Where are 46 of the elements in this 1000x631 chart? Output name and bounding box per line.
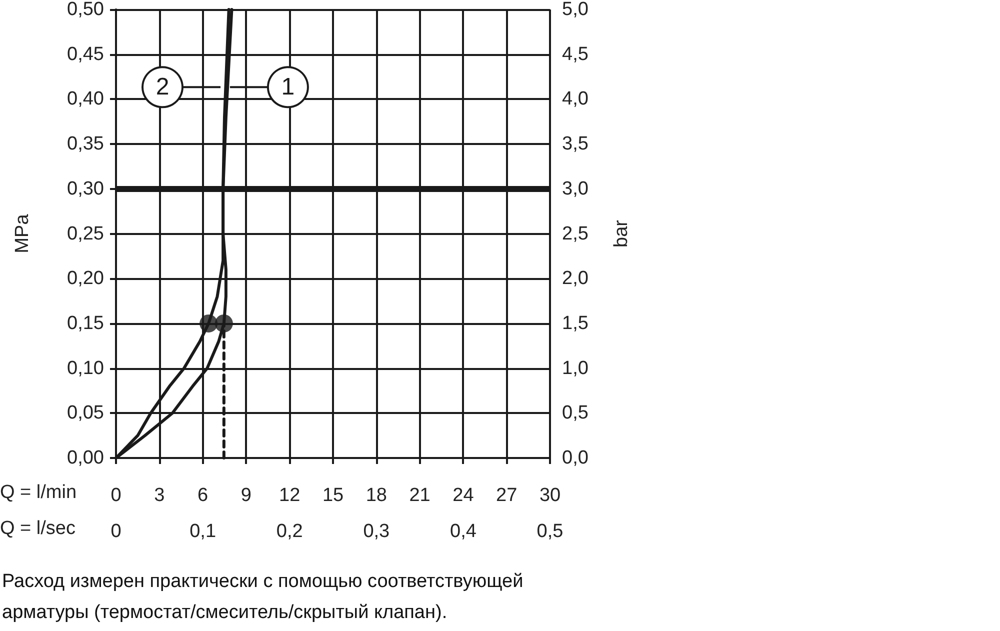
y-tick-label: 0,15 bbox=[67, 312, 104, 334]
y2-tick-label: 3,0 bbox=[562, 178, 588, 200]
x2-tick-label: 0,4 bbox=[450, 521, 477, 542]
y2-tick-label: 4,5 bbox=[562, 44, 588, 65]
x-tick-label: 15 bbox=[322, 485, 344, 506]
x2-tick-label: 0,5 bbox=[536, 521, 564, 542]
x-tick-label: 3 bbox=[154, 485, 165, 506]
x-axis-title: Q = l/min bbox=[0, 482, 77, 503]
y2-tick-label: 1,5 bbox=[562, 312, 588, 334]
y-axis-title: MPa bbox=[12, 214, 33, 254]
y2-tick-label: 4,0 bbox=[562, 88, 588, 110]
x-tick-label: 30 bbox=[539, 485, 561, 506]
x2-tick-label: 0 bbox=[110, 521, 122, 542]
x-tick-label: 6 bbox=[198, 485, 208, 506]
y2-axis-title: bar bbox=[611, 219, 632, 248]
y-tick-label: 0,50 bbox=[67, 0, 104, 20]
x-tick-label: 18 bbox=[366, 485, 387, 506]
y-tick-label: 0,45 bbox=[67, 44, 104, 65]
text: Расход измерен практически с помощью соответствующей арматуры (термостат/смеситель/скрытый клапан). bbox=[2, 571, 528, 623]
y-tick-label: 0,00 bbox=[67, 448, 104, 468]
x-tick-label: 24 bbox=[452, 485, 474, 506]
y2-tick-label: 2,5 bbox=[562, 223, 588, 244]
text: 2 bbox=[156, 74, 170, 101]
x2-tick-label: 0,3 bbox=[363, 521, 390, 542]
x-tick-label: 9 bbox=[240, 485, 252, 506]
y2-tick-label: 2,0 bbox=[562, 268, 588, 290]
x-tick-label: 21 bbox=[409, 485, 430, 506]
y2-tick-label: 1,0 bbox=[562, 358, 588, 379]
x-tick-label: 12 bbox=[279, 485, 300, 506]
x2-tick-label: 0,2 bbox=[276, 521, 303, 542]
y-tick-label: 0,25 bbox=[67, 223, 104, 244]
y-tick-label: 0,20 bbox=[67, 268, 104, 290]
y-tick-label: 0,10 bbox=[67, 358, 104, 379]
y2-tick-label: 5,0 bbox=[562, 0, 588, 20]
y-tick-label: 0,30 bbox=[67, 178, 104, 200]
legend-label: 1 bbox=[281, 74, 295, 101]
y2-tick-label: 0,5 bbox=[562, 402, 588, 424]
y-tick-label: 0,05 bbox=[67, 402, 104, 424]
x-tick-label: 0 bbox=[110, 485, 122, 506]
y-tick-label: 0,40 bbox=[67, 88, 104, 110]
y2-tick-label: 3,5 bbox=[562, 134, 588, 155]
y2-tick-label: 0,0 bbox=[562, 448, 588, 468]
y-tick-label: 0,35 bbox=[67, 134, 104, 155]
x2-tick-label: 0,1 bbox=[190, 521, 216, 542]
x2-axis-title: Q = l/sec bbox=[0, 518, 76, 539]
x-tick-label: 27 bbox=[496, 485, 518, 506]
